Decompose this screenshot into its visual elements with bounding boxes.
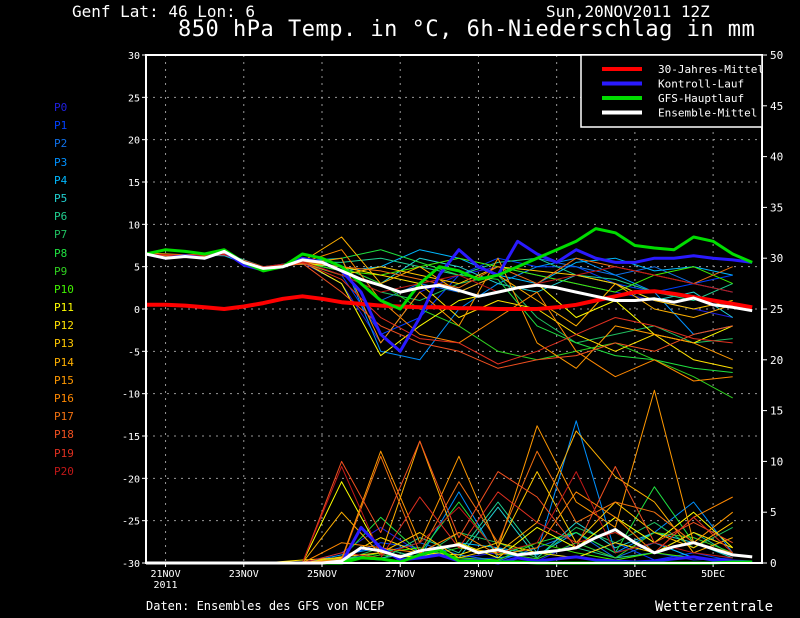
legend-label: Ensemble-Mittel [658, 107, 757, 120]
plot-frame [145, 54, 763, 564]
right-tick-label: 45 [770, 100, 783, 113]
x-tick-label: 25NOV [307, 569, 337, 580]
member-label-p12: P12 [54, 319, 74, 333]
member-label-p4: P4 [54, 173, 68, 187]
left-tick-label: -20 [122, 474, 140, 485]
chart-title: 850 hPa Temp. in °C, 6h-Niederschlag in … [178, 17, 756, 42]
member-precip-line-p3 [146, 420, 734, 564]
x-tick-label: 3DEC [623, 569, 647, 580]
climate-mean-line [146, 289, 753, 311]
control-run-line [145, 239, 753, 353]
ensemble-mean-line [145, 249, 753, 313]
member-label-p7: P7 [54, 228, 68, 242]
left-tick-label: -10 [122, 390, 140, 401]
right-tick-label: 35 [770, 201, 783, 214]
member-label-p17: P17 [54, 410, 74, 424]
brand-label: Wetterzentrale [655, 599, 774, 615]
member-label-p14: P14 [54, 355, 74, 369]
member-label-p13: P13 [54, 337, 74, 351]
left-tick-label: -25 [122, 517, 140, 528]
right-tick-label: 50 [770, 49, 783, 62]
legend-label: Kontroll-Lauf [658, 78, 744, 91]
member-label-p5: P5 [54, 191, 68, 205]
member-label-p11: P11 [54, 301, 74, 315]
left-tick-label: 0 [134, 305, 140, 316]
left-tick-label: -30 [122, 559, 140, 570]
legend-label: GFS-Hauptlauf [658, 92, 744, 105]
left-tick-label: 30 [128, 51, 140, 62]
right-tick-label: 30 [770, 252, 783, 265]
left-tick-label: 10 [128, 220, 140, 231]
member-label-p1: P1 [54, 119, 68, 133]
member-temp-line-p14 [145, 236, 733, 327]
x-tick-label: 23NOV [229, 569, 259, 580]
member-label-p15: P15 [54, 373, 74, 387]
x-tick-label: 21NOV [151, 569, 181, 580]
member-label-p16: P16 [54, 392, 74, 405]
x-tick-label: 1DEC [545, 569, 569, 580]
member-temp-line-p16 [145, 249, 733, 382]
x-tick-label: 29NOV [463, 569, 493, 580]
data-source-label: Daten: Ensembles des GFS von NCEP [146, 599, 385, 613]
member-label-p3: P3 [54, 155, 68, 169]
member-label-p8: P8 [54, 246, 68, 260]
x-tick-label: 27NOV [385, 569, 415, 580]
legend-label: 30-Jahres-Mittel [658, 63, 764, 76]
left-tick-label: 20 [128, 136, 140, 147]
x-tick-label: 5DEC [701, 569, 725, 580]
member-label-p9: P9 [54, 264, 68, 278]
member-label-p0: P0 [54, 101, 68, 114]
right-tick-label: 10 [770, 455, 783, 468]
right-tick-label: 25 [770, 303, 783, 316]
location-label: Genf Lat: 46 Lon: 6 [72, 2, 256, 21]
left-tick-label: 25 [128, 93, 140, 104]
right-tick-label: 15 [770, 405, 783, 418]
member-label-p10: P10 [54, 282, 74, 296]
left-tick-label: 5 [134, 263, 140, 274]
gfs-main-run-line [145, 227, 753, 311]
member-label-p20: P20 [54, 464, 74, 478]
member-label-p18: P18 [54, 428, 74, 442]
member-label-p19: P19 [54, 446, 74, 460]
members-legend: P0 P1 P2 P3 P4 P5 P6 P7 P8 P9 P10 P11 P12 P13 P14 P15 P1… [54, 101, 74, 483]
right-tick-label: 40 [770, 151, 783, 164]
right-tick-label: 20 [770, 354, 783, 367]
left-tick-label: -5 [128, 347, 140, 358]
right-tick-label: 5 [770, 506, 777, 519]
run-date-label: Sun,20NOV2011 12Z [546, 2, 710, 21]
x-tick-sublabel: 2011 [154, 580, 178, 591]
member-label-p6: P6 [54, 210, 68, 224]
member-label-p2: P2 [54, 137, 68, 151]
left-tick-label: -15 [122, 432, 140, 443]
left-tick-label: 15 [128, 178, 140, 189]
right-tick-label: 0 [770, 557, 777, 570]
